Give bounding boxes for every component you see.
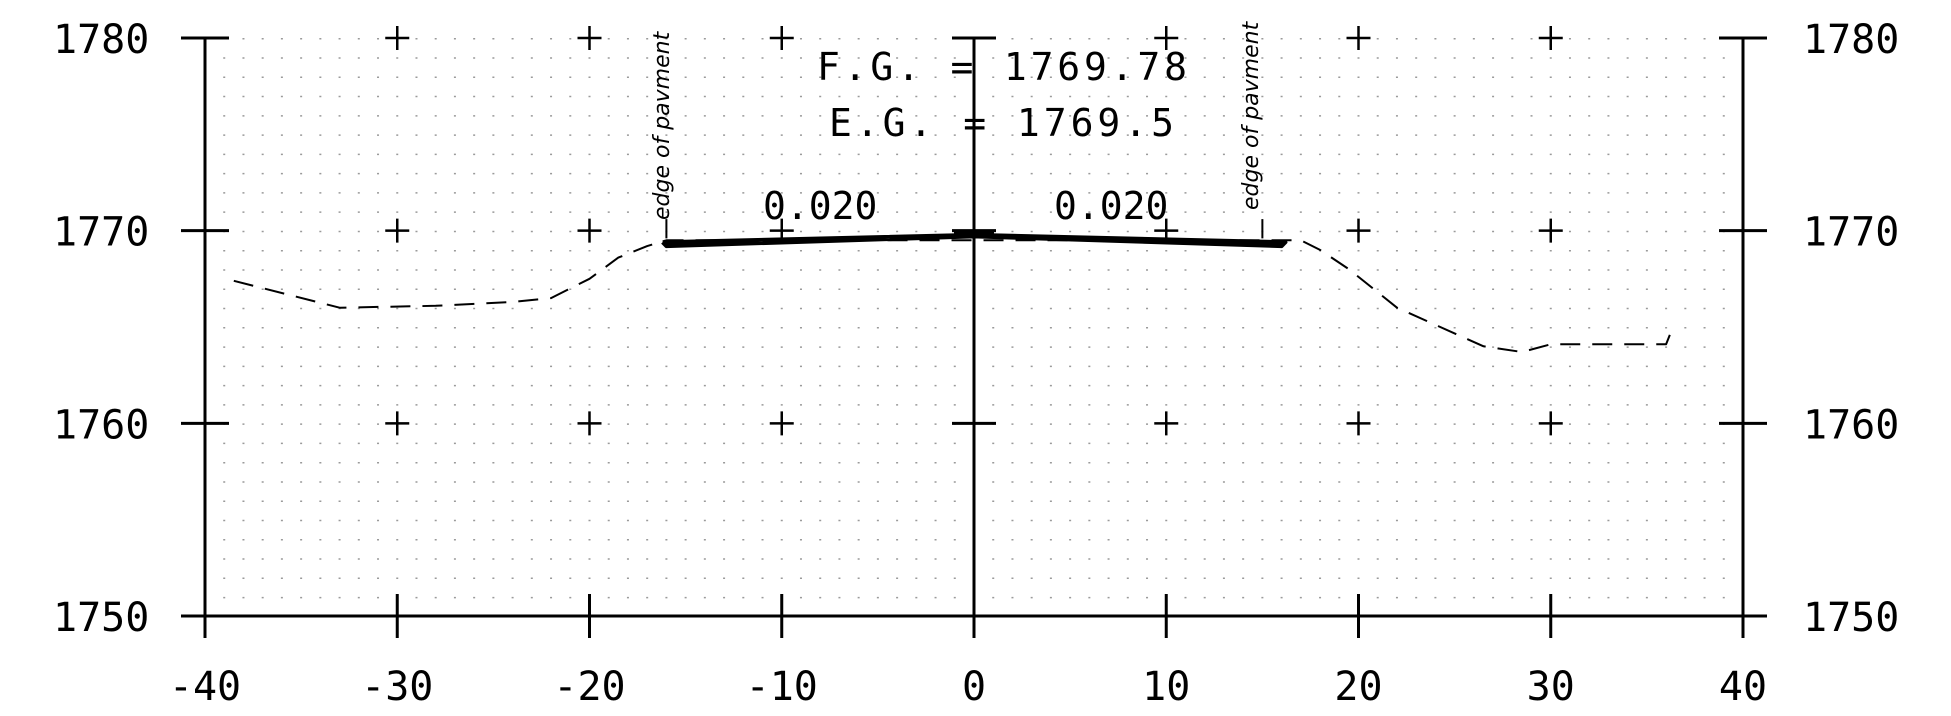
existing-ground-line bbox=[233, 239, 1671, 353]
grid-cross bbox=[1346, 26, 1371, 50]
grid-cross bbox=[1538, 411, 1563, 436]
x-tick-label: -20 bbox=[553, 664, 625, 710]
grid-cross bbox=[1346, 218, 1371, 243]
slope-left-label: 0.020 bbox=[763, 184, 877, 228]
x-tick-label: 10 bbox=[1142, 664, 1190, 710]
y-tick-label-right: 1760 bbox=[1803, 402, 1899, 448]
x-tick-label: 40 bbox=[1719, 664, 1767, 710]
edge-of-pavement-left-label: edge of pavment bbox=[650, 30, 675, 220]
grid-crosses bbox=[385, 26, 1563, 436]
grid-cross bbox=[1154, 411, 1179, 436]
y-tick-label-right: 1780 bbox=[1803, 17, 1899, 63]
grid-cross bbox=[385, 26, 410, 50]
y-tick-label-left: 1750 bbox=[53, 595, 149, 641]
x-tick-label: -10 bbox=[746, 664, 818, 710]
axes-frame bbox=[181, 36, 1767, 638]
y-tick-label-right: 1770 bbox=[1803, 210, 1899, 256]
grid-cross bbox=[769, 411, 794, 436]
grid-cross bbox=[1538, 26, 1563, 50]
crown-marker bbox=[954, 231, 994, 238]
grid-cross bbox=[385, 218, 410, 243]
y-tick-label-right: 1750 bbox=[1803, 595, 1899, 641]
y-tick-label-left: 1760 bbox=[53, 402, 149, 448]
x-tick-label: -30 bbox=[361, 664, 433, 710]
x-tick-label: 30 bbox=[1527, 664, 1575, 710]
grid-cross bbox=[577, 218, 602, 243]
y-tick-label-left: 1780 bbox=[53, 17, 149, 63]
x-tick-label: 20 bbox=[1334, 664, 1382, 710]
grid-cross bbox=[1154, 26, 1179, 50]
x-tick-label: -40 bbox=[169, 664, 241, 710]
eg-annotation: E.G. = 1769.5 bbox=[829, 101, 1174, 145]
series-lines bbox=[233, 219, 1671, 353]
tick-labels: 1750 1750 1760 1760 1770 1770 1780 1780 -40 -30 -2… bbox=[53, 17, 1899, 710]
grid-cross bbox=[577, 26, 602, 50]
slope-right-label: 0.020 bbox=[1054, 184, 1168, 228]
grid-cross bbox=[1346, 411, 1371, 436]
edge-of-pavement-right-label: edge of pavment bbox=[1239, 20, 1264, 210]
grid-cross bbox=[769, 26, 794, 50]
y-tick-label-left: 1770 bbox=[53, 210, 149, 256]
grid-cross bbox=[577, 411, 602, 436]
x-tick-label: 0 bbox=[962, 664, 986, 710]
fg-annotation: F.G. = 1769.78 bbox=[817, 45, 1187, 89]
grid-cross bbox=[1538, 218, 1563, 243]
grid-cross bbox=[385, 411, 410, 436]
